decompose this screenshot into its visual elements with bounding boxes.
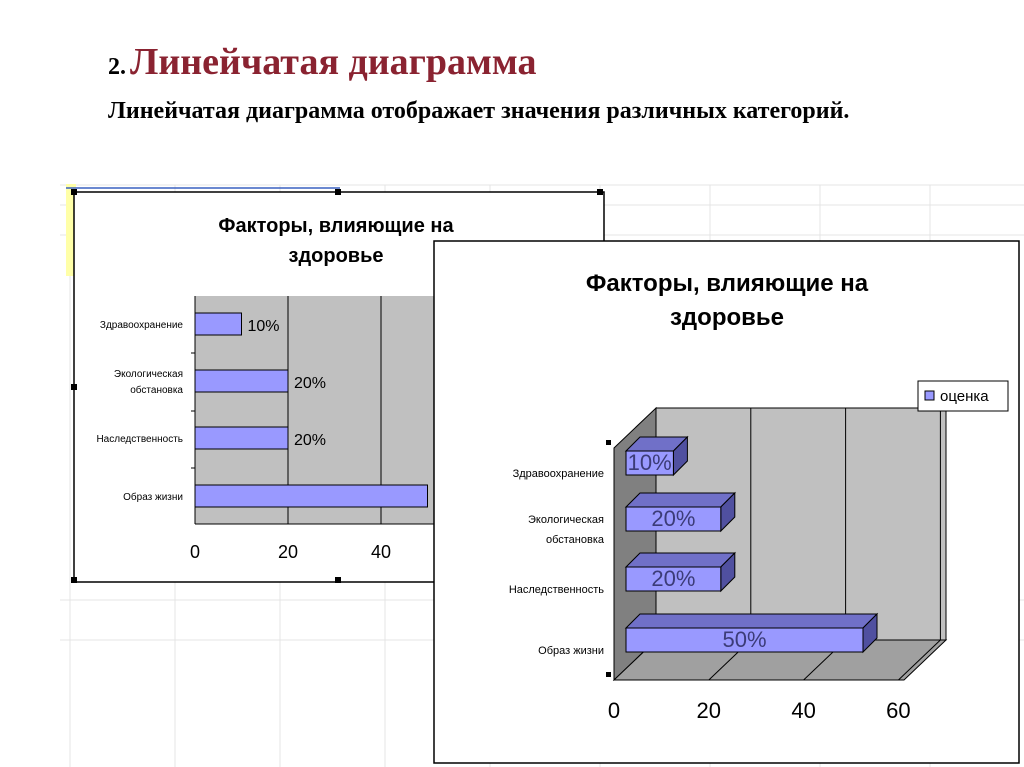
data-label: 20% bbox=[294, 375, 326, 392]
x-tick-label: 0 bbox=[608, 698, 620, 723]
legend: оценка bbox=[917, 380, 1009, 412]
chart-title: здоровье bbox=[289, 245, 384, 267]
legend-label: оценка bbox=[940, 388, 989, 405]
chart-title: здоровье bbox=[670, 304, 784, 331]
x-tick-label: 60 bbox=[886, 698, 910, 723]
bar-top bbox=[624, 613, 879, 629]
resize-handle[interactable] bbox=[71, 577, 77, 583]
data-label: 20% bbox=[651, 566, 695, 591]
category-label: Наследственность bbox=[509, 584, 604, 596]
bar bbox=[194, 312, 242, 336]
data-label: 50% bbox=[722, 627, 766, 652]
x-tick-label: 40 bbox=[791, 698, 815, 723]
data-label: 20% bbox=[294, 432, 326, 449]
bar bbox=[194, 369, 289, 393]
bar bbox=[194, 426, 289, 450]
x-tick-label: 20 bbox=[697, 698, 721, 723]
resize-handle[interactable] bbox=[71, 384, 77, 390]
bar bbox=[194, 484, 428, 508]
resize-handle[interactable] bbox=[335, 577, 341, 583]
x-tick-label: 20 bbox=[278, 542, 298, 562]
resize-handle[interactable] bbox=[335, 189, 341, 195]
legend-swatch bbox=[924, 390, 935, 401]
resize-handle[interactable] bbox=[597, 189, 603, 195]
bar-top bbox=[624, 552, 737, 568]
resize-handle[interactable] bbox=[71, 189, 77, 195]
slide-heading: 2. Линейчатая диаграмма bbox=[108, 40, 537, 84]
bar-top bbox=[624, 492, 737, 508]
bar bbox=[625, 450, 674, 476]
x-tick-label: 0 bbox=[190, 542, 200, 562]
x-tick-label: 40 bbox=[371, 542, 391, 562]
slide-subtitle: Линейчатая диаграмма отображает значения… bbox=[108, 98, 850, 124]
data-label: 10% bbox=[628, 450, 672, 475]
category-label: Образ жизни bbox=[123, 491, 183, 503]
category-label: Экологическая bbox=[528, 514, 604, 526]
data-label: 10% bbox=[248, 318, 280, 335]
chart-3d-bar[interactable]: Факторы, влияющие на здоровье 10% Здравоохр… bbox=[433, 240, 1020, 764]
slide-title: Линейчатая диаграмма bbox=[130, 41, 537, 83]
axis-marker bbox=[606, 440, 611, 445]
category-label: Наследственность bbox=[96, 434, 183, 445]
floor-gridline bbox=[898, 639, 941, 681]
bar bbox=[625, 627, 864, 653]
category-label: Экологическая bbox=[114, 369, 183, 380]
data-label: 20% bbox=[651, 506, 695, 531]
category-label: Образ жизни bbox=[538, 645, 604, 657]
category-label: обстановка bbox=[130, 384, 183, 396]
category-label: Здравоохранение bbox=[513, 468, 604, 480]
category-label: Здравоохранение bbox=[100, 320, 184, 331]
category-label: обстановка bbox=[546, 534, 605, 546]
selected-cells bbox=[66, 184, 76, 276]
bar bbox=[625, 566, 722, 592]
axis-marker bbox=[606, 672, 611, 677]
chart-title: Факторы, влияющие на bbox=[586, 270, 869, 297]
slide-number: 2. bbox=[108, 54, 126, 80]
chart-title: Факторы, влияющие на bbox=[218, 215, 454, 237]
bar bbox=[625, 506, 722, 532]
